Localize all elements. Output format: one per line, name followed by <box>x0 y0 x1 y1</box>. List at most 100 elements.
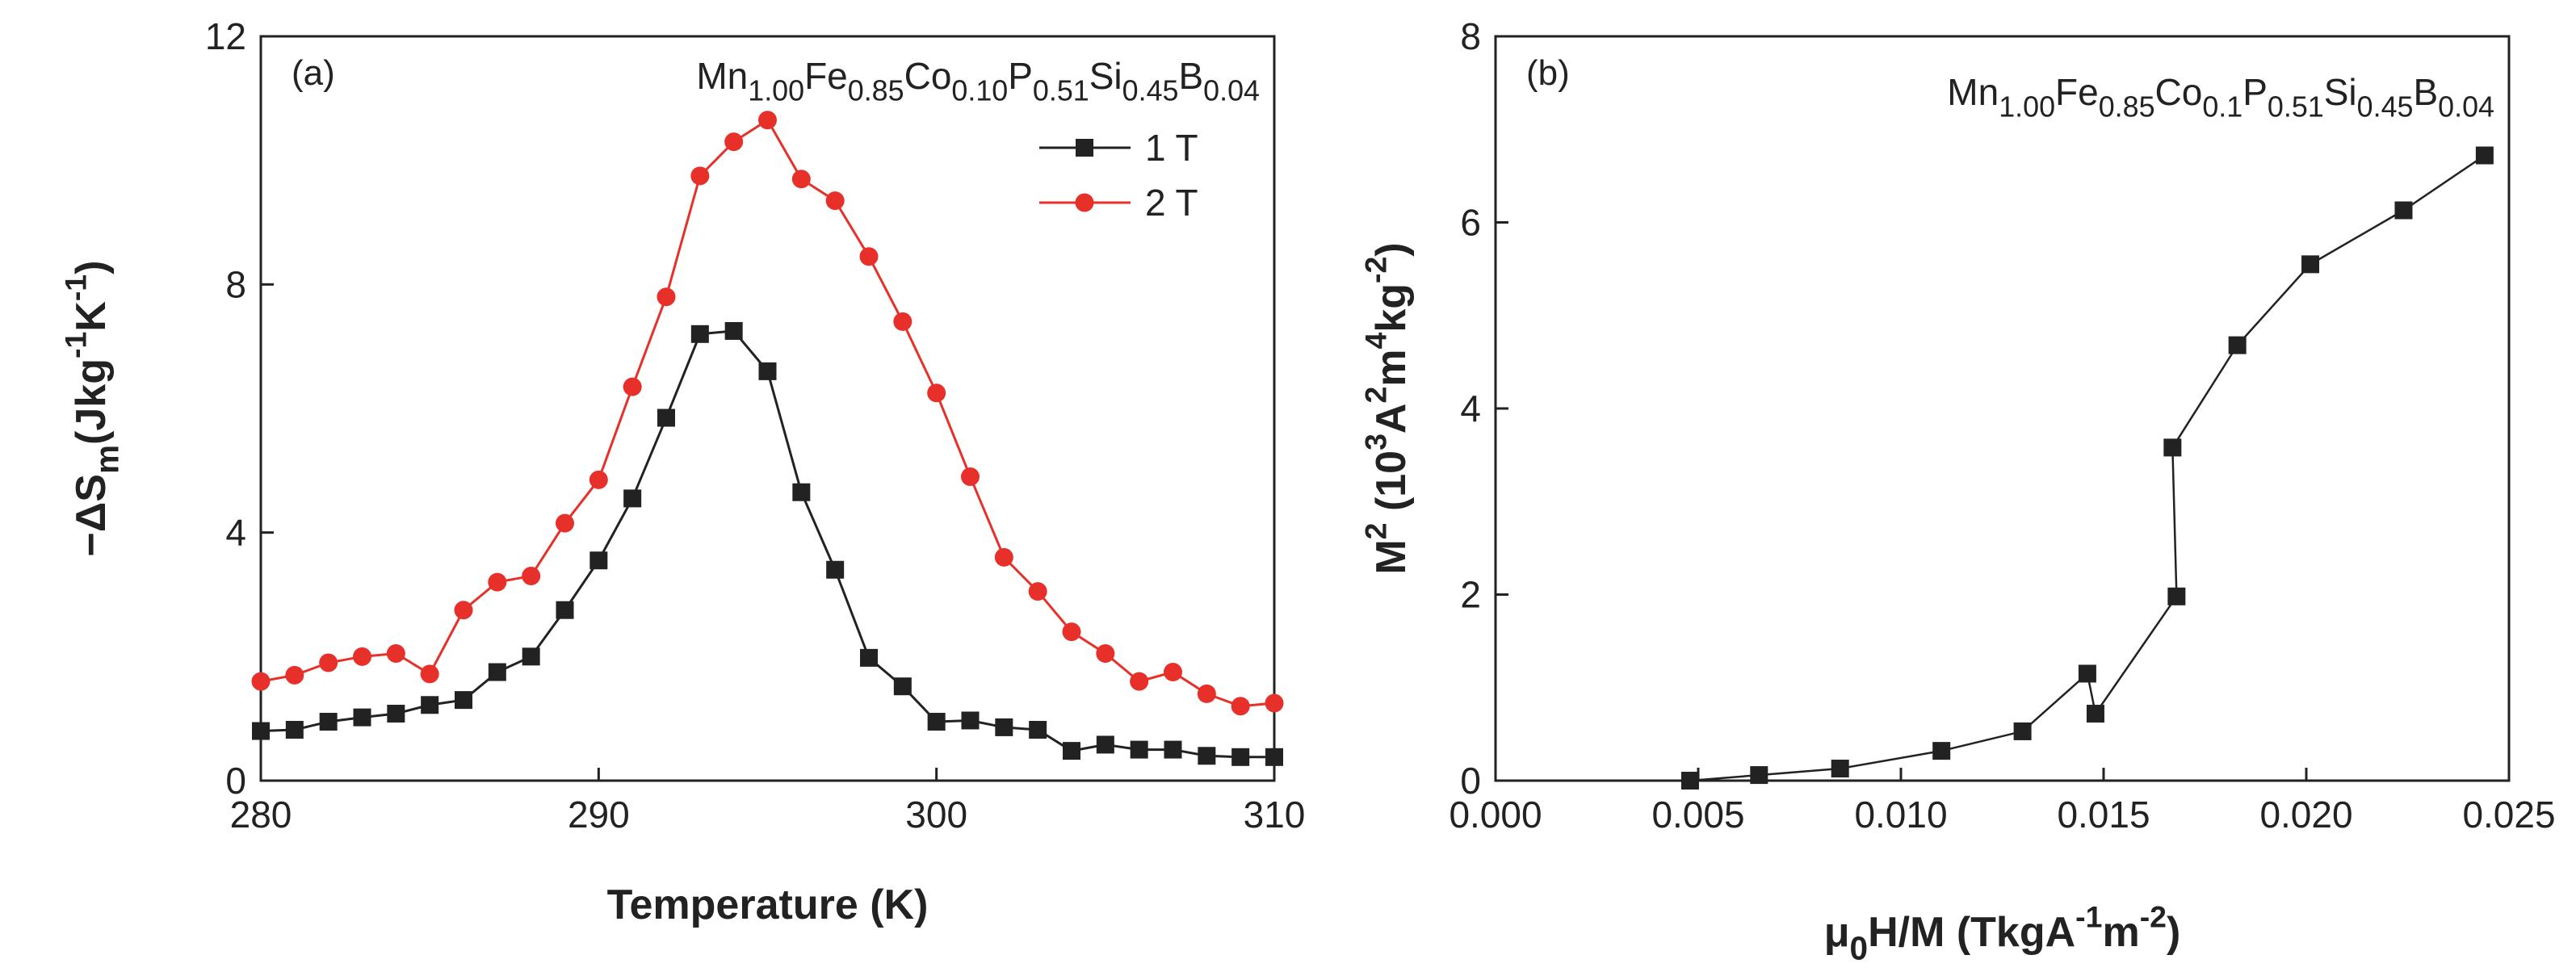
text-part: 0.10 <box>951 75 1008 107</box>
x-tick-label: 0.010 <box>1854 794 1947 836</box>
data-point <box>1164 740 1182 759</box>
data-point <box>2163 438 2182 457</box>
text-part: 1.00 <box>748 75 804 107</box>
text-part: B <box>2413 71 2438 113</box>
text-part: M <box>1368 539 1415 574</box>
data-point <box>522 647 540 666</box>
text-part: 2 <box>1359 387 1393 404</box>
plot-frame <box>1494 35 2511 782</box>
series-arrott <box>1680 146 2494 790</box>
data-point <box>758 111 777 130</box>
text-part: 2 <box>1359 523 1393 540</box>
text-part: Co <box>904 55 952 97</box>
legend-marker <box>1075 193 1094 212</box>
compound-formula: Mn1.00Fe0.85Co0.1P0.51Si0.45B0.04 <box>1947 71 2494 124</box>
text-part: Fe <box>2055 71 2099 113</box>
data-point <box>893 312 913 331</box>
data-point <box>893 677 912 696</box>
data-point <box>1130 740 1148 759</box>
y-tick-label: 0 <box>225 760 246 802</box>
data-point <box>1831 760 1849 778</box>
text-part: 0.45 <box>1122 75 1179 107</box>
data-point <box>2078 664 2096 683</box>
panel-b-arrott-plot-chart: 0.000 0.005 0.010 0.015 0.020 0.02502468μ0H/M… <box>1359 15 2556 967</box>
data-point <box>1028 582 1047 601</box>
data-point <box>2475 146 2494 165</box>
data-point <box>1096 735 1114 754</box>
text-part: K <box>68 301 115 332</box>
series-1-t <box>252 321 1283 766</box>
data-point <box>1063 742 1080 760</box>
data-point <box>961 711 980 730</box>
text-part: μ <box>1824 909 1850 956</box>
text-part: 0.51 <box>2268 91 2324 124</box>
text-part: 3 <box>1359 434 1393 450</box>
series-2-t <box>251 111 1284 716</box>
data-point <box>1680 772 1699 790</box>
data-point <box>1130 672 1149 691</box>
panel-label: (a) <box>292 53 335 93</box>
text-part: m <box>2102 909 2139 956</box>
data-point <box>251 672 271 691</box>
y-tick-label: 0 <box>1460 760 1481 802</box>
text-part: (10 <box>1368 450 1415 523</box>
legend-label: 2 T <box>1145 182 1198 224</box>
text-part: (Jkg <box>68 358 115 445</box>
data-point <box>522 566 541 585</box>
x-axis-title: μ0H/M (TkgA-1m-2) <box>1824 900 2181 967</box>
data-point <box>825 191 845 211</box>
data-point <box>791 170 811 189</box>
data-point <box>2394 201 2413 220</box>
text-part: 0.04 <box>1203 75 1260 107</box>
text-part: 0.51 <box>1033 75 1089 107</box>
data-point <box>1265 693 1284 713</box>
legend-marker <box>1076 139 1093 157</box>
data-point <box>860 648 878 667</box>
data-point <box>488 663 506 681</box>
data-point <box>319 653 338 672</box>
text-part: Mn <box>1947 71 1999 113</box>
data-point <box>1750 766 1768 785</box>
data-point <box>927 713 946 731</box>
data-point <box>2228 336 2247 354</box>
y-tick-label: 8 <box>1460 15 1481 57</box>
y-tick-label: 8 <box>225 263 246 305</box>
compound-formula: Mn1.00Fe0.85Co0.10P0.51Si0.45B0.04 <box>696 55 1260 107</box>
data-point <box>2167 587 2186 605</box>
data-point <box>1198 747 1216 765</box>
text-part: 0.45 <box>2357 91 2414 124</box>
data-point <box>623 489 642 508</box>
text-part: ) <box>68 261 115 274</box>
panel-label: (b) <box>1526 53 1570 93</box>
y-tick-label: 12 <box>205 15 246 57</box>
x-tick-label: 0.015 <box>2057 794 2150 836</box>
series-line <box>260 329 1274 759</box>
data-point <box>758 362 777 380</box>
legend-label: 1 T <box>1145 127 1198 169</box>
data-point <box>285 720 304 739</box>
data-point <box>589 551 608 570</box>
y-tick-label: 2 <box>1460 574 1481 616</box>
data-point <box>1197 684 1216 703</box>
text-part: -1 <box>59 332 93 358</box>
text-part: 1.00 <box>1999 91 2055 124</box>
y-tick-label: 4 <box>1460 387 1481 429</box>
data-point <box>995 718 1013 736</box>
data-point <box>2301 255 2320 274</box>
text-part: P <box>1008 55 1033 97</box>
data-point <box>961 467 980 487</box>
data-point <box>1265 748 1283 766</box>
text-part: Fe <box>804 55 848 97</box>
x-tick-label: 310 <box>1244 794 1306 836</box>
data-point <box>927 383 946 403</box>
data-point <box>1932 742 1951 760</box>
text-part: 0.1 <box>2202 91 2242 124</box>
data-point <box>556 513 574 533</box>
data-point <box>386 643 405 663</box>
data-point <box>690 166 710 186</box>
data-point <box>690 325 709 343</box>
text-part: P <box>2242 71 2268 113</box>
x-tick-label: 0.020 <box>2259 794 2352 836</box>
data-point <box>994 547 1013 567</box>
